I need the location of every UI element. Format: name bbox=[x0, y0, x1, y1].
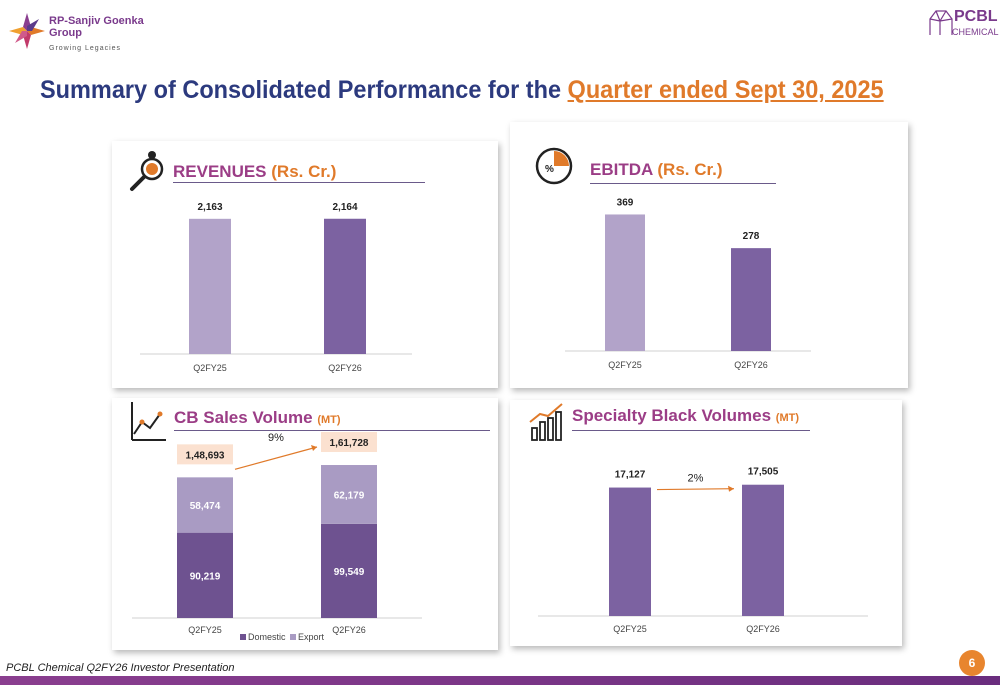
bar-growth-icon bbox=[529, 403, 563, 441]
ebitda-underline bbox=[590, 183, 776, 184]
tick-label: Q2FY26 bbox=[332, 625, 366, 635]
ebitda-title: EBITDA (Rs. Cr.) bbox=[590, 160, 723, 179]
line-chart-icon bbox=[131, 402, 166, 441]
bar-q2fy26 bbox=[742, 484, 784, 616]
revenues-chart: 2,163 Q2FY25 2,164 Q2FY26 bbox=[140, 202, 412, 373]
ebitda-panel: % EBITDA (Rs. Cr.) 369 Q2FY25 278 Q2FY26 bbox=[510, 122, 908, 388]
ebitda-chart: 369 Q2FY25 278 Q2FY26 bbox=[565, 197, 811, 370]
legend-label-domestic: Domestic bbox=[248, 632, 286, 642]
segment-label: 90,219 bbox=[190, 571, 221, 582]
tick-label: Q2FY25 bbox=[613, 624, 647, 634]
specialty-underline bbox=[572, 430, 810, 431]
magnifier-coin-icon bbox=[130, 151, 164, 191]
growth-arrow bbox=[234, 446, 318, 470]
elephant-icon bbox=[929, 10, 953, 35]
growth-arrow bbox=[656, 488, 735, 491]
bar-q2fy25 bbox=[609, 487, 651, 616]
title-highlight: Quarter ended Sept 30, 2025 bbox=[567, 76, 884, 104]
tick-label: Q2FY26 bbox=[734, 360, 768, 370]
footer-bar bbox=[0, 676, 1000, 685]
pcbl-name: PCBL bbox=[954, 8, 998, 25]
bar-export-q2fy26 bbox=[321, 465, 377, 524]
bar-q2fy26 bbox=[324, 218, 366, 354]
rpsg-logo: RP-Sanjiv Goenka Group Growing Legacies bbox=[8, 12, 148, 54]
tick-label: Q2FY26 bbox=[328, 363, 362, 373]
cb-sales-underline bbox=[174, 430, 490, 431]
growth-arrowhead bbox=[311, 445, 317, 452]
legend-swatch-domestic bbox=[240, 634, 246, 640]
tick-label: Q2FY25 bbox=[193, 363, 227, 373]
specialty-panel: Specialty Black Volumes (MT) 17,127 Q2FY2… bbox=[510, 400, 902, 646]
specialty-chart: 17,127 Q2FY25 17,505 Q2FY26 2% bbox=[538, 467, 868, 634]
footer-text: PCBL Chemical Q2FY26 Investor Presentati… bbox=[6, 662, 235, 674]
data-label: 369 bbox=[617, 197, 634, 208]
segment-label: 58,474 bbox=[190, 501, 221, 512]
page-title: Summary of Consolidated Performance for … bbox=[40, 76, 884, 104]
legend-label-export: Export bbox=[298, 632, 325, 642]
page-number: 6 bbox=[959, 650, 985, 676]
bar-export-q2fy25 bbox=[177, 477, 233, 533]
data-label: 2,163 bbox=[197, 202, 222, 213]
segment-label: 62,179 bbox=[334, 490, 365, 501]
total-box bbox=[177, 444, 233, 465]
data-label: 17,127 bbox=[615, 470, 646, 481]
svg-text:%: % bbox=[545, 164, 554, 175]
tick-label: Q2FY25 bbox=[608, 360, 642, 370]
revenues-title: REVENUES (Rs. Cr.) bbox=[173, 162, 337, 181]
rpsg-star-icon bbox=[9, 13, 45, 49]
total-label: 1,48,693 bbox=[186, 450, 225, 461]
cb-sales-chart: 90,219 58,474 1,48,693 Q2FY25 99,549 62,179 1,… bbox=[132, 432, 422, 642]
brand-name: RP-Sanjiv Goenka Group bbox=[49, 15, 144, 39]
revenues-panel: REVENUES (Rs. Cr.) 2,163 Q2FY25 2,164 Q2FY2… bbox=[112, 141, 498, 388]
growth-label: 2% bbox=[688, 473, 704, 485]
growth-label: 9% bbox=[268, 432, 284, 444]
data-label: 278 bbox=[743, 231, 760, 242]
cb-sales-title: CB Sales Volume (MT) bbox=[174, 408, 341, 427]
bar-domestic-q2fy25 bbox=[177, 532, 233, 618]
tick-label: Q2FY26 bbox=[746, 624, 780, 634]
bar-q2fy26 bbox=[731, 248, 771, 351]
segment-label: 99,549 bbox=[334, 567, 365, 578]
growth-arrowhead bbox=[728, 485, 734, 492]
bar-q2fy25 bbox=[189, 218, 231, 354]
pie-percent-icon: % bbox=[535, 147, 573, 185]
data-label: 2,164 bbox=[332, 202, 357, 213]
tick-label: Q2FY25 bbox=[188, 625, 222, 635]
pcbl-logo: PCBL CHEMICAL bbox=[926, 5, 999, 43]
data-label: 17,505 bbox=[748, 467, 779, 478]
cb-sales-panel: CB Sales Volume (MT) 90,219 58,474 1,48,69… bbox=[112, 398, 498, 650]
total-label: 1,61,728 bbox=[330, 438, 369, 449]
bar-q2fy25 bbox=[605, 214, 645, 351]
total-box bbox=[321, 432, 377, 453]
bar-domestic-q2fy26 bbox=[321, 523, 377, 618]
pcbl-sub: CHEMICAL bbox=[952, 27, 999, 37]
revenues-underline bbox=[173, 182, 425, 183]
specialty-title: Specialty Black Volumes (MT) bbox=[572, 406, 800, 425]
legend-swatch-export bbox=[290, 634, 296, 640]
brand-tagline: Growing Legacies bbox=[49, 45, 122, 52]
